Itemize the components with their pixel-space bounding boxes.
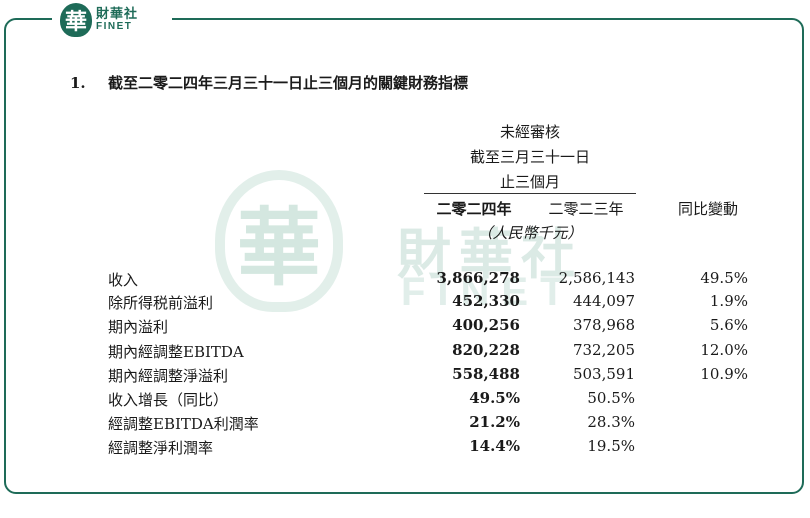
value-2023: 378,968 (572, 316, 635, 334)
value-2024: 14.4% (469, 437, 520, 455)
section-number: 1. (70, 74, 86, 92)
header-three-months: 止三個月 (499, 173, 560, 191)
value-2023: 503,591 (572, 365, 635, 383)
section-title: 截至二零二四年三月三十一日止三個月的關鍵財務指標 (108, 74, 469, 92)
row-label: 經調整EBITDA利潤率 (108, 415, 259, 433)
section-heading: 1. 截至二零二四年三月三十一日止三個月的關鍵財務指標 (70, 72, 468, 93)
finet-logo-badge: 華 (60, 3, 92, 37)
value-2024: 452,330 (452, 292, 520, 310)
value-change: 49.5% (700, 269, 748, 287)
row-label: 期內經調整EBITDA (108, 343, 244, 361)
value-2024: 820,228 (452, 341, 520, 359)
value-2023: 28.3% (587, 413, 635, 431)
logo-chinese-name: 財華社 (96, 7, 139, 22)
document-frame (4, 18, 804, 494)
header-rule (424, 193, 636, 194)
row-label: 收入增長（同比） (108, 391, 229, 409)
logo-english-name: FINET (96, 21, 133, 32)
value-2024: 21.2% (469, 413, 520, 431)
row-label: 除所得税前溢利 (108, 294, 214, 312)
value-2024: 49.5% (469, 389, 520, 407)
finet-logo: 華 財華社 FINET (52, 2, 172, 38)
column-header-2024: 二零二四年 (436, 200, 512, 218)
row-label: 期內溢利 (108, 318, 169, 336)
value-change: 5.6% (709, 316, 748, 334)
row-label: 經調整淨利潤率 (108, 439, 214, 457)
value-2023: 732,205 (572, 341, 635, 359)
value-2024: 558,488 (452, 365, 520, 383)
value-2023: 19.5% (587, 437, 635, 455)
value-2023: 50.5% (587, 389, 635, 407)
column-header-change: 同比變動 (677, 200, 738, 218)
value-change: 1.9% (709, 292, 748, 310)
header-period: 截至三月三十一日 (469, 148, 590, 166)
value-change: 12.0% (700, 341, 748, 359)
row-label: 期內經調整淨溢利 (108, 367, 229, 385)
value-2024: 400,256 (452, 316, 520, 334)
value-2024: 3,866,278 (436, 269, 520, 287)
row-label: 收入 (108, 271, 139, 289)
column-header-2023: 二零二三年 (548, 200, 624, 218)
value-change: 10.9% (700, 365, 748, 383)
header-unaudited: 未經審核 (499, 123, 560, 141)
column-unit: （人民幣千元） (477, 224, 583, 242)
value-2023: 2,586,143 (558, 269, 635, 287)
value-2023: 444,097 (572, 292, 635, 310)
